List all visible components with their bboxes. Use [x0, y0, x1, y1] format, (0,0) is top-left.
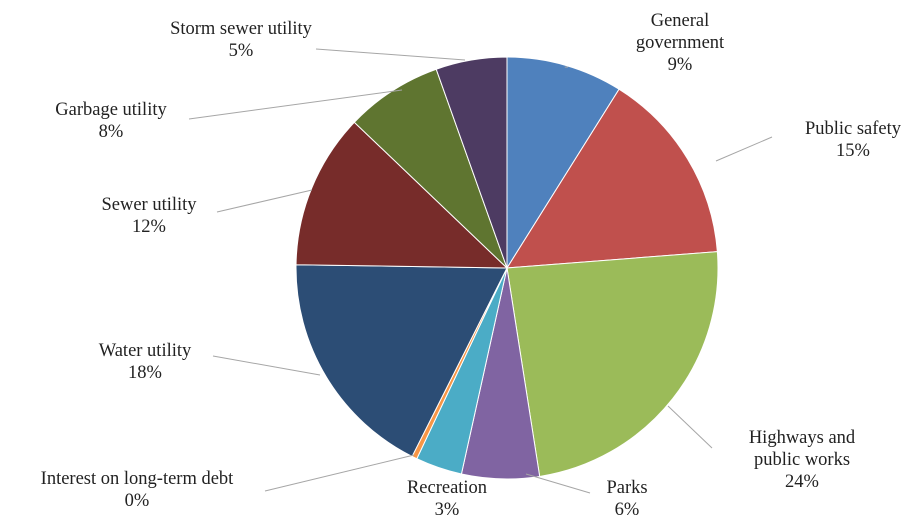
leader-line: [715, 136, 773, 162]
leader-lines: [188, 48, 773, 494]
slice-label: Highways and public works 24%: [749, 428, 856, 492]
pie-slice-water-utility: [295, 264, 508, 458]
slice-label: Sewer utility 12%: [101, 195, 197, 237]
pie-slice-storm-sewer-utility: [435, 56, 508, 269]
pie-slice-general-government: [506, 56, 620, 270]
slice-label: Interest on long-term debt 0%: [41, 469, 235, 511]
pie-slice-sewer-utility: [295, 121, 509, 269]
leader-line: [216, 189, 313, 213]
slice-label: Storm sewer utility 5%: [170, 19, 313, 61]
pie-slices: [295, 56, 719, 480]
leader-line: [525, 473, 591, 494]
slice-label: General government 9%: [636, 11, 725, 75]
leader-line: [188, 89, 403, 120]
pie-slice-public-safety: [506, 88, 718, 269]
pie-slice-highways-and-public-works: [506, 251, 719, 478]
slice-labels: General government 9% Public safety 15% Highw…: [41, 11, 902, 520]
slice-label: Recreation 3%: [407, 478, 487, 520]
leader-line: [315, 48, 466, 61]
slice-label: Public safety 15%: [805, 119, 902, 161]
leader-line: [212, 355, 321, 376]
slice-label: Parks 6%: [606, 478, 647, 520]
leader-line: [667, 405, 713, 449]
slice-label: Garbage utility 8%: [55, 100, 167, 142]
leader-line: [264, 454, 415, 492]
slice-label: Water utility 18%: [99, 341, 192, 383]
